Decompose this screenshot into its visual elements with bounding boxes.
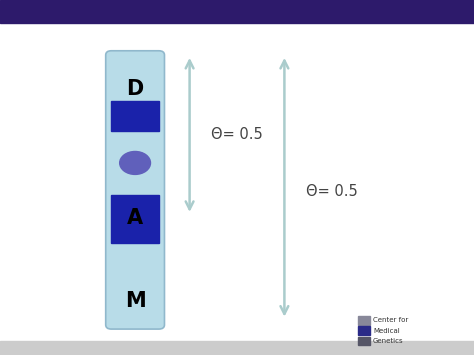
Text: Θ= 0.5: Θ= 0.5: [306, 184, 357, 199]
Bar: [358, 326, 370, 335]
Bar: [0, 0, 474, 23]
Text: Center for: Center for: [373, 317, 408, 323]
Text: Medical: Medical: [373, 328, 400, 334]
Ellipse shape: [119, 152, 150, 174]
Text: Genetics: Genetics: [373, 338, 404, 344]
Text: A: A: [127, 208, 143, 228]
FancyBboxPatch shape: [106, 51, 164, 329]
Text: Θ= 0.5: Θ= 0.5: [211, 127, 263, 142]
Bar: [111, 195, 159, 242]
Text: M: M: [125, 290, 146, 311]
Bar: [358, 316, 370, 325]
Text: D: D: [127, 79, 144, 99]
Bar: [358, 337, 370, 345]
Bar: [111, 101, 159, 131]
Bar: [0, 341, 474, 355]
